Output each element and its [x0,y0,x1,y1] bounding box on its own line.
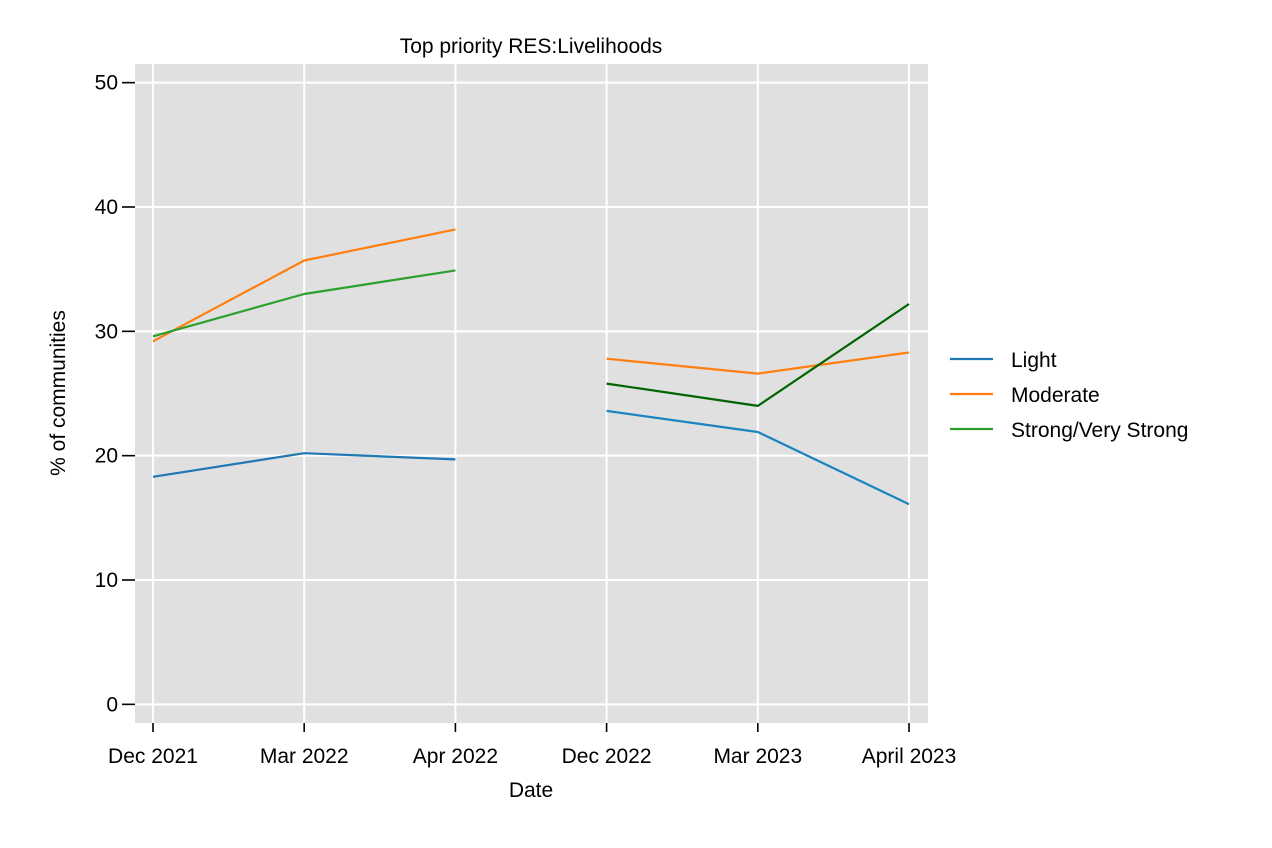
series-line-moderate-segment-2 [606,351,910,375]
y-axis-title: % of communities [47,310,70,476]
x-tick-label: Mar 2023 [713,745,802,768]
series-line-moderate-segment-1 [152,228,456,343]
x-gridlines [152,64,910,723]
legend: Light Moderate Strong/Very Strong [950,349,1188,442]
x-axis-title: Date [509,779,553,802]
series-line-light-segment-2 [606,409,910,506]
x-tick-label: Dec 2021 [108,745,198,768]
y-tick-label: 0 [106,693,118,716]
y-tick-label: 50 [95,72,118,95]
legend-label: Strong/Very Strong [1011,419,1188,442]
plot-background [135,64,928,723]
x-tick-label: April 2023 [862,745,957,768]
series-line-strong-very-strong-segment-1 [152,269,456,338]
y-tick-label: 20 [95,445,118,468]
series-line-strong-very-strong-segment-2 [606,303,910,407]
y-gridlines [135,81,928,706]
series-lines [152,228,910,506]
y-tick-label: 40 [95,196,118,219]
x-axis: Dec 2021 Mar 2022 Apr 2022 Dec 2022 Mar 2023… [108,723,956,768]
y-tick-label: 30 [95,320,118,343]
x-tick-label: Mar 2022 [260,745,349,768]
x-tick-label: Apr 2022 [413,745,498,768]
y-axis: 0 10 20 30 40 50 [95,72,135,716]
legend-label: Moderate [1011,384,1100,407]
y-tick-label: 10 [95,569,118,592]
legend-label: Light [1011,349,1057,372]
chart-title: Top priority RES:Livelihoods [400,35,663,58]
series-line-light-segment-1 [152,452,456,478]
x-tick-label: Dec 2022 [562,745,652,768]
